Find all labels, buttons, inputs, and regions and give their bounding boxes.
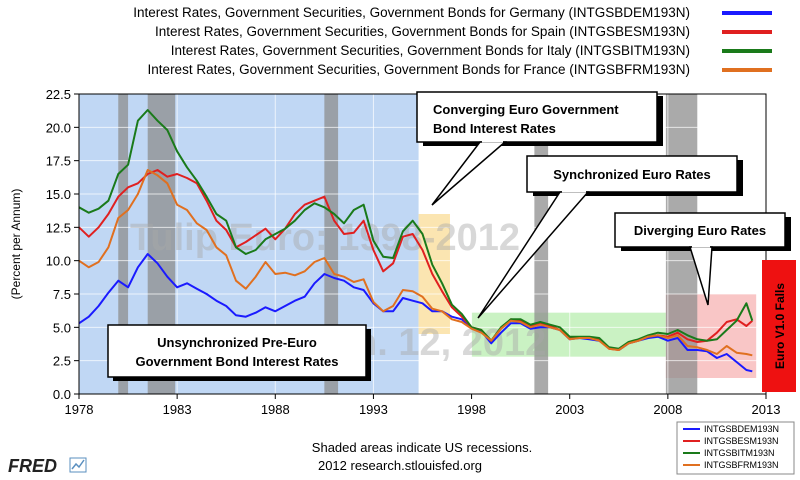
legend-top-entry-3: Interest Rates, Government Securities, G… [148, 62, 690, 77]
x-tick-label-6: 2008 [653, 402, 682, 417]
fred-logo-text: FRED [8, 456, 57, 476]
x-tick-label-2: 1988 [261, 402, 290, 417]
fred-logo: FRED [8, 456, 87, 476]
callout-euro-falls: Euro V1.0 Falls [762, 260, 796, 392]
y-tick-label-3: 7.5 [53, 287, 71, 302]
legend-bottom-entry-3: INTGSBFRM193N [704, 460, 779, 470]
series-line-intgsbfrm193n [79, 169, 753, 357]
legend-bottom: INTGSBDEM193N INTGSBESM193N INTGSBITM193N I… [676, 421, 795, 475]
legend-top-entry-0: Interest Rates, Government Securities, G… [133, 5, 690, 20]
y-tick-label-0: 0.0 [53, 387, 71, 402]
callout-converging: Converging Euro Government Bond Interest… [416, 91, 663, 206]
series-line-intgsbitm193n [79, 109, 754, 350]
callout-unsynchronized-line2: Government Bond Interest Rates [136, 354, 339, 369]
callout-synchronized: Synchronized Euro Rates [477, 155, 743, 319]
recession-band-0 [118, 94, 129, 394]
legend-bottom-entry-2: INTGSBITM193N [704, 448, 775, 458]
y-tick-label-6: 15.0 [46, 187, 71, 202]
callout-converging-line2: Bond Interest Rates [433, 121, 556, 136]
euro-falls-text: Euro V1.0 Falls [773, 283, 787, 369]
x-tick-label-3: 1993 [359, 402, 388, 417]
y-tick-label-4: 10.0 [46, 254, 71, 269]
recession-band-2 [324, 94, 339, 394]
callout-synchronized-text: Synchronized Euro Rates [553, 167, 710, 182]
callout-unsynchronized-box [107, 324, 367, 378]
callout-unsynchronized-line1: Unsynchronized Pre-Euro [157, 335, 317, 350]
callout-converging-box [416, 91, 658, 143]
legend-top-entry-1: Interest Rates, Government Securities, G… [155, 24, 690, 39]
y-tick-label-9: 22.5 [46, 87, 71, 102]
callout-converging-line1: Converging Euro Government [433, 102, 619, 117]
y-tick-label-8: 20.0 [46, 120, 71, 135]
x-tick-label-7: 2013 [752, 402, 781, 417]
legend-top-entry-2: Interest Rates, Government Securities, G… [171, 43, 690, 58]
y-tick-label-5: 12.5 [46, 220, 71, 235]
source-note: 2012 research.stlouisfed.org [318, 458, 482, 473]
legend-bottom-entry-0: INTGSBDEM193N [704, 424, 779, 434]
callout-diverging: Diverging Euro Rates [614, 212, 791, 306]
x-tick-label-4: 1998 [457, 402, 486, 417]
y-tick-label-2: 5.0 [53, 320, 71, 335]
callout-diverging-text: Diverging Euro Rates [634, 223, 766, 238]
watermark-line-1: Tulip Euro: 1998-2012 [130, 217, 520, 259]
series-lines [79, 109, 754, 373]
legend-top: Interest Rates, Government Securities, G… [133, 5, 772, 77]
y-axis-label: (Percent per Annum) [9, 189, 23, 300]
callout-synchronized-box [526, 155, 738, 193]
x-tick-label-1: 1983 [163, 402, 192, 417]
euro-falls-bar [762, 260, 796, 392]
recession-note: Shaded areas indicate US recessions. [312, 440, 532, 455]
callout-unsynchronized: Unsynchronized Pre-Euro Government Bond … [107, 324, 371, 381]
y-tick-label-1: 2.5 [53, 354, 71, 369]
x-tick-label-5: 2003 [555, 402, 584, 417]
legend-bottom-entry-1: INTGSBESM193N [704, 436, 779, 446]
y-tick-label-7: 17.5 [46, 154, 71, 169]
x-tick-label-0: 1978 [65, 402, 94, 417]
fred-logo-icon [69, 457, 87, 473]
axes: 0.0 2.5 5.0 7.5 10.0 12.5 15.0 17.5 20.0 22.5 1978… [46, 87, 781, 417]
